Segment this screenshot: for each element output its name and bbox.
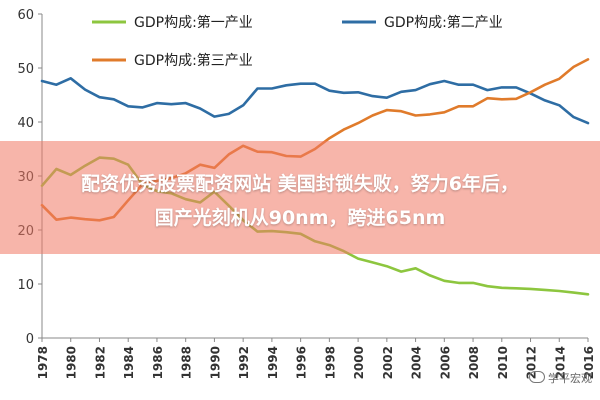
headline-banner: [0, 141, 600, 254]
headline-line-2: 国产光刻机从90nm，跨进65nm: [154, 207, 446, 229]
x-tick-label: 2016: [582, 346, 596, 379]
x-tick-label: 1980: [65, 346, 79, 379]
legend-label-1: GDP构成:第一产业: [134, 14, 253, 31]
headline-line-1: 配资优秀股票配资网站 美国封锁失败，努力6年后，: [81, 173, 519, 195]
x-tick-label: 1994: [266, 346, 280, 379]
watermark-text: 学平宏观: [548, 372, 592, 385]
series-line-2: [40, 77, 590, 125]
x-tick-label: 2008: [467, 346, 481, 379]
y-tick-label: 50: [17, 62, 34, 77]
x-tick-label: 1982: [93, 346, 107, 379]
x-tick-label: 1990: [208, 346, 222, 379]
x-tick-label: 1996: [295, 346, 309, 379]
x-tick-label: 2014: [553, 346, 567, 379]
watermark: 学平宏观: [529, 370, 592, 386]
x-tick-label: 2002: [381, 346, 395, 379]
x-tick-label: 1988: [180, 346, 194, 379]
legend-label-3: GDP构成:第三产业: [134, 52, 253, 69]
x-tick-label: 2010: [496, 346, 510, 379]
y-tick-label: 0: [26, 332, 34, 347]
y-tick-label: 60: [17, 8, 34, 23]
x-tick-label: 1998: [323, 346, 337, 379]
x-tick-label: 1986: [151, 346, 165, 379]
x-tick-label: 2006: [438, 346, 452, 379]
wechat-icon: [529, 371, 545, 383]
x-tick-label: 1992: [237, 346, 251, 379]
x-tick-label: 2000: [352, 346, 366, 379]
y-tick-label: 40: [17, 116, 34, 131]
x-tick-label: 1984: [122, 346, 136, 379]
y-tick-label: 10: [17, 278, 34, 293]
legend-label-2: GDP构成:第二产业: [384, 14, 503, 31]
x-tick-label: 2004: [410, 346, 424, 379]
x-tick-label: 1978: [36, 346, 50, 379]
